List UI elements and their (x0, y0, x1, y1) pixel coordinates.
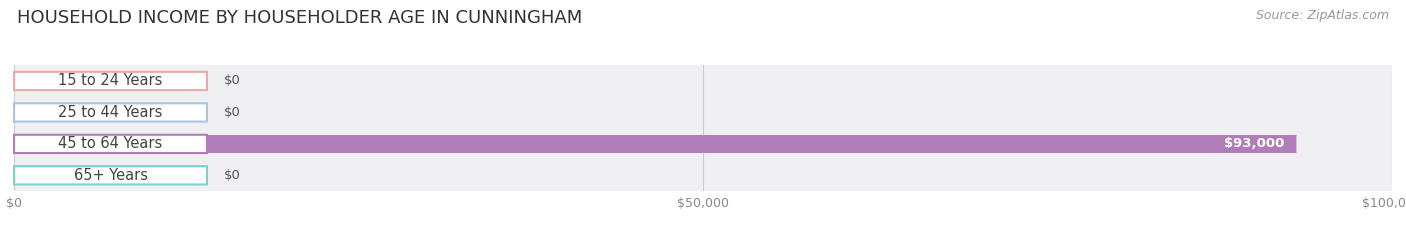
Text: $93,000: $93,000 (1225, 137, 1285, 150)
Text: 15 to 24 Years: 15 to 24 Years (58, 73, 163, 89)
Text: $0: $0 (224, 169, 240, 182)
FancyBboxPatch shape (14, 135, 207, 153)
Bar (14, 65, 1392, 97)
FancyBboxPatch shape (14, 166, 207, 185)
Text: 25 to 44 Years: 25 to 44 Years (58, 105, 163, 120)
Bar (14, 135, 1295, 153)
Text: $0: $0 (224, 75, 240, 87)
Text: Source: ZipAtlas.com: Source: ZipAtlas.com (1256, 9, 1389, 22)
Bar (14, 128, 1392, 160)
Text: 65+ Years: 65+ Years (73, 168, 148, 183)
Text: HOUSEHOLD INCOME BY HOUSEHOLDER AGE IN CUNNINGHAM: HOUSEHOLD INCOME BY HOUSEHOLDER AGE IN C… (17, 9, 582, 27)
Text: $0: $0 (224, 106, 240, 119)
Text: 45 to 64 Years: 45 to 64 Years (59, 136, 163, 151)
Bar (14, 97, 1392, 128)
Bar (14, 160, 1392, 191)
FancyBboxPatch shape (14, 103, 207, 122)
FancyBboxPatch shape (14, 72, 207, 90)
